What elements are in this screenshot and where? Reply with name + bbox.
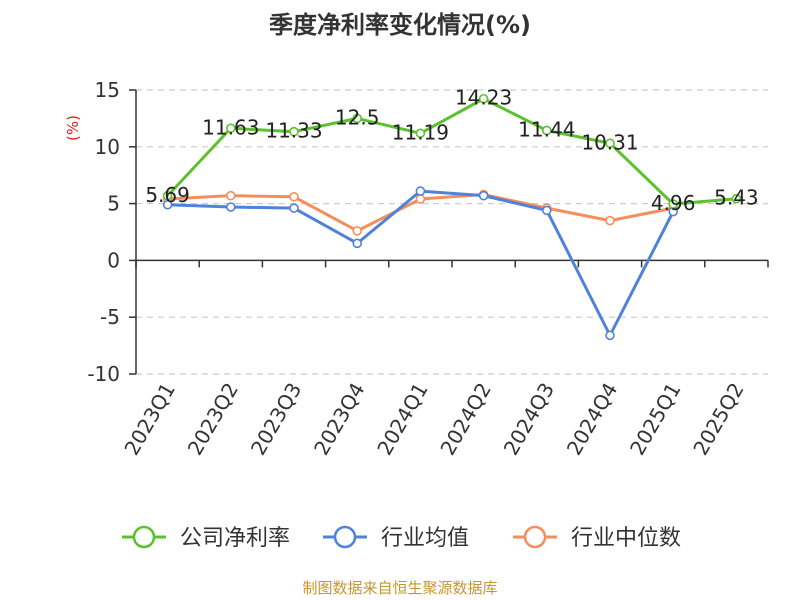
x-tick-label: 2025Q1 [625, 379, 685, 460]
series-2 [162, 189, 679, 236]
data-point[interactable] [162, 190, 173, 201]
y-tick-label: -10 [87, 362, 120, 386]
data-point[interactable] [289, 191, 299, 202]
data-point[interactable] [541, 205, 552, 216]
data-label: 11.33 [265, 119, 322, 143]
data-label: 11.63 [202, 115, 259, 139]
x-tick-label: 2024Q3 [499, 379, 559, 460]
series-layer [162, 93, 742, 341]
data-label: 10.31 [581, 130, 638, 154]
x-tick-label: 2023Q1 [119, 379, 179, 460]
data-point[interactable] [668, 199, 679, 209]
series-line [167, 189, 675, 337]
data-point[interactable] [352, 226, 363, 236]
legend-label: 公司净利率 [180, 526, 290, 551]
legend-marker [333, 525, 357, 549]
y-tick-label: -5 [100, 305, 120, 329]
x-tick-label: 2024Q1 [372, 379, 432, 460]
data-label: 12.5 [335, 105, 380, 129]
data-point[interactable] [478, 190, 489, 201]
data-point[interactable] [289, 126, 299, 137]
y-tick-label: 5 [107, 192, 120, 216]
data-point[interactable] [162, 199, 173, 210]
data-label: 14.23 [455, 86, 512, 110]
data-label: 4.96 [651, 191, 696, 215]
data-point[interactable] [415, 128, 426, 139]
data-label: 11.44 [518, 117, 575, 141]
legend-item[interactable]: 公司净利率 [122, 525, 290, 551]
data-point[interactable] [226, 123, 236, 134]
x-tick-label: 2024Q2 [435, 378, 495, 459]
data-point[interactable] [478, 93, 489, 104]
data-label: 11.19 [392, 120, 449, 144]
data-point[interactable] [289, 203, 299, 213]
legend-marker [523, 525, 547, 549]
series-1 [162, 186, 679, 341]
legend-item[interactable]: 行业中位数 [513, 525, 681, 551]
legend-label: 行业均值 [381, 526, 469, 551]
x-tick-label: 2023Q4 [309, 379, 369, 460]
legend-label: 行业中位数 [571, 526, 681, 551]
data-label: 5.43 [714, 186, 759, 210]
data-point[interactable] [605, 215, 615, 226]
data-point[interactable] [415, 194, 426, 204]
x-tick-label: 2023Q2 [183, 379, 243, 460]
x-tick-label: 2024Q4 [562, 379, 622, 460]
data-point[interactable] [226, 190, 236, 201]
legend-item[interactable]: 行业均值 [323, 525, 469, 551]
data-point[interactable] [541, 125, 552, 136]
y-tick-label: 0 [107, 248, 120, 272]
series-line [166, 97, 737, 206]
data-point[interactable] [226, 202, 236, 212]
series-0 [162, 93, 742, 209]
legend-marker [132, 525, 156, 549]
y-axis-label: (%) [64, 115, 82, 141]
data-point[interactable] [605, 330, 615, 341]
data-source-note: 制图数据来自恒生聚源数据库 [302, 579, 497, 597]
y-tick-label: 10 [95, 135, 120, 159]
data-point[interactable] [352, 238, 363, 249]
chart-title: 季度净利率变化情况(%) [269, 11, 531, 39]
legend: 公司净利率 行业均值 行业中位数 [122, 525, 681, 551]
x-tick-label: 2023Q3 [246, 379, 306, 460]
data-point[interactable] [352, 113, 363, 124]
x-tick-label: 2025Q2 [688, 379, 748, 460]
data-point[interactable] [605, 138, 615, 149]
data-label: 5.69 [145, 183, 190, 207]
data-point[interactable] [415, 186, 426, 196]
data-point[interactable] [731, 193, 742, 204]
y-tick-label: 15 [95, 78, 120, 102]
